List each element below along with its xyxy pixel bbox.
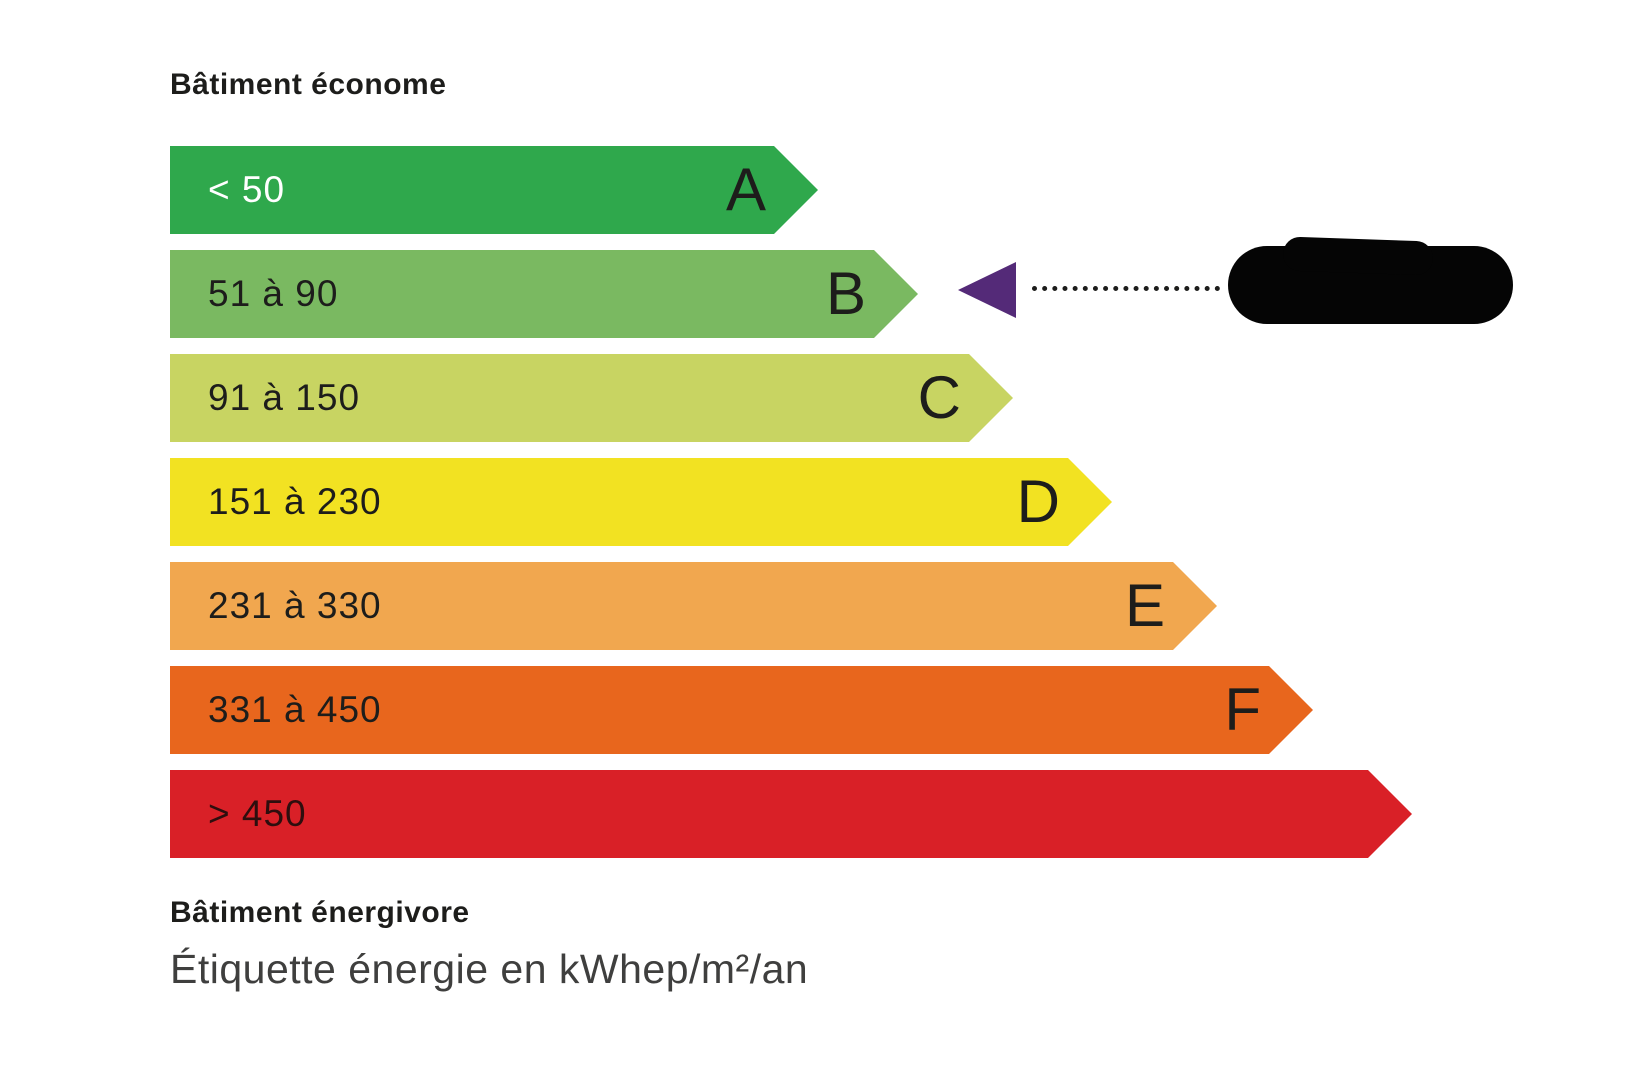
economical-building-label: Bâtiment économe: [170, 68, 447, 101]
energy-class-bar-e: 231 à 330 E: [170, 562, 1217, 650]
energy-range-label: 51 à 90: [208, 273, 339, 314]
energy-class-bar-g: > 450: [170, 770, 1412, 858]
energy-range-label: > 450: [208, 793, 307, 834]
energy-range-label: 91 à 150: [208, 377, 361, 418]
energy-intensive-building-label: Bâtiment énergivore: [170, 896, 470, 929]
energy-class-bar-b: 51 à 90 B: [170, 250, 918, 338]
energy-class-letter: A: [725, 156, 766, 223]
energy-class-bar-a: < 50 A: [170, 146, 818, 234]
energy-class-letter: E: [1124, 572, 1165, 639]
dotted-connector-line: [1032, 286, 1220, 291]
energy-range-label: < 50: [208, 169, 286, 210]
selection-arrow-icon: [958, 262, 1016, 318]
energy-class-letter: B: [825, 260, 866, 327]
energy-range-label: 331 à 450: [208, 689, 382, 730]
energy-class-bar-d: 151 à 230 D: [170, 458, 1112, 546]
energy-class-letter: F: [1224, 676, 1261, 743]
redacted-value-blob: [1228, 246, 1513, 324]
energy-class-letter: D: [1016, 468, 1060, 535]
energy-class-bar-f: 331 à 450 F: [170, 666, 1313, 754]
energy-label-caption: Étiquette énergie en kWhep/m²/an: [170, 946, 809, 992]
energy-class-bar-c: 91 à 150 C: [170, 354, 1013, 442]
energy-class-letter: C: [917, 364, 961, 431]
energy-range-label: 231 à 330: [208, 585, 382, 626]
energy-range-label: 151 à 230: [208, 481, 382, 522]
